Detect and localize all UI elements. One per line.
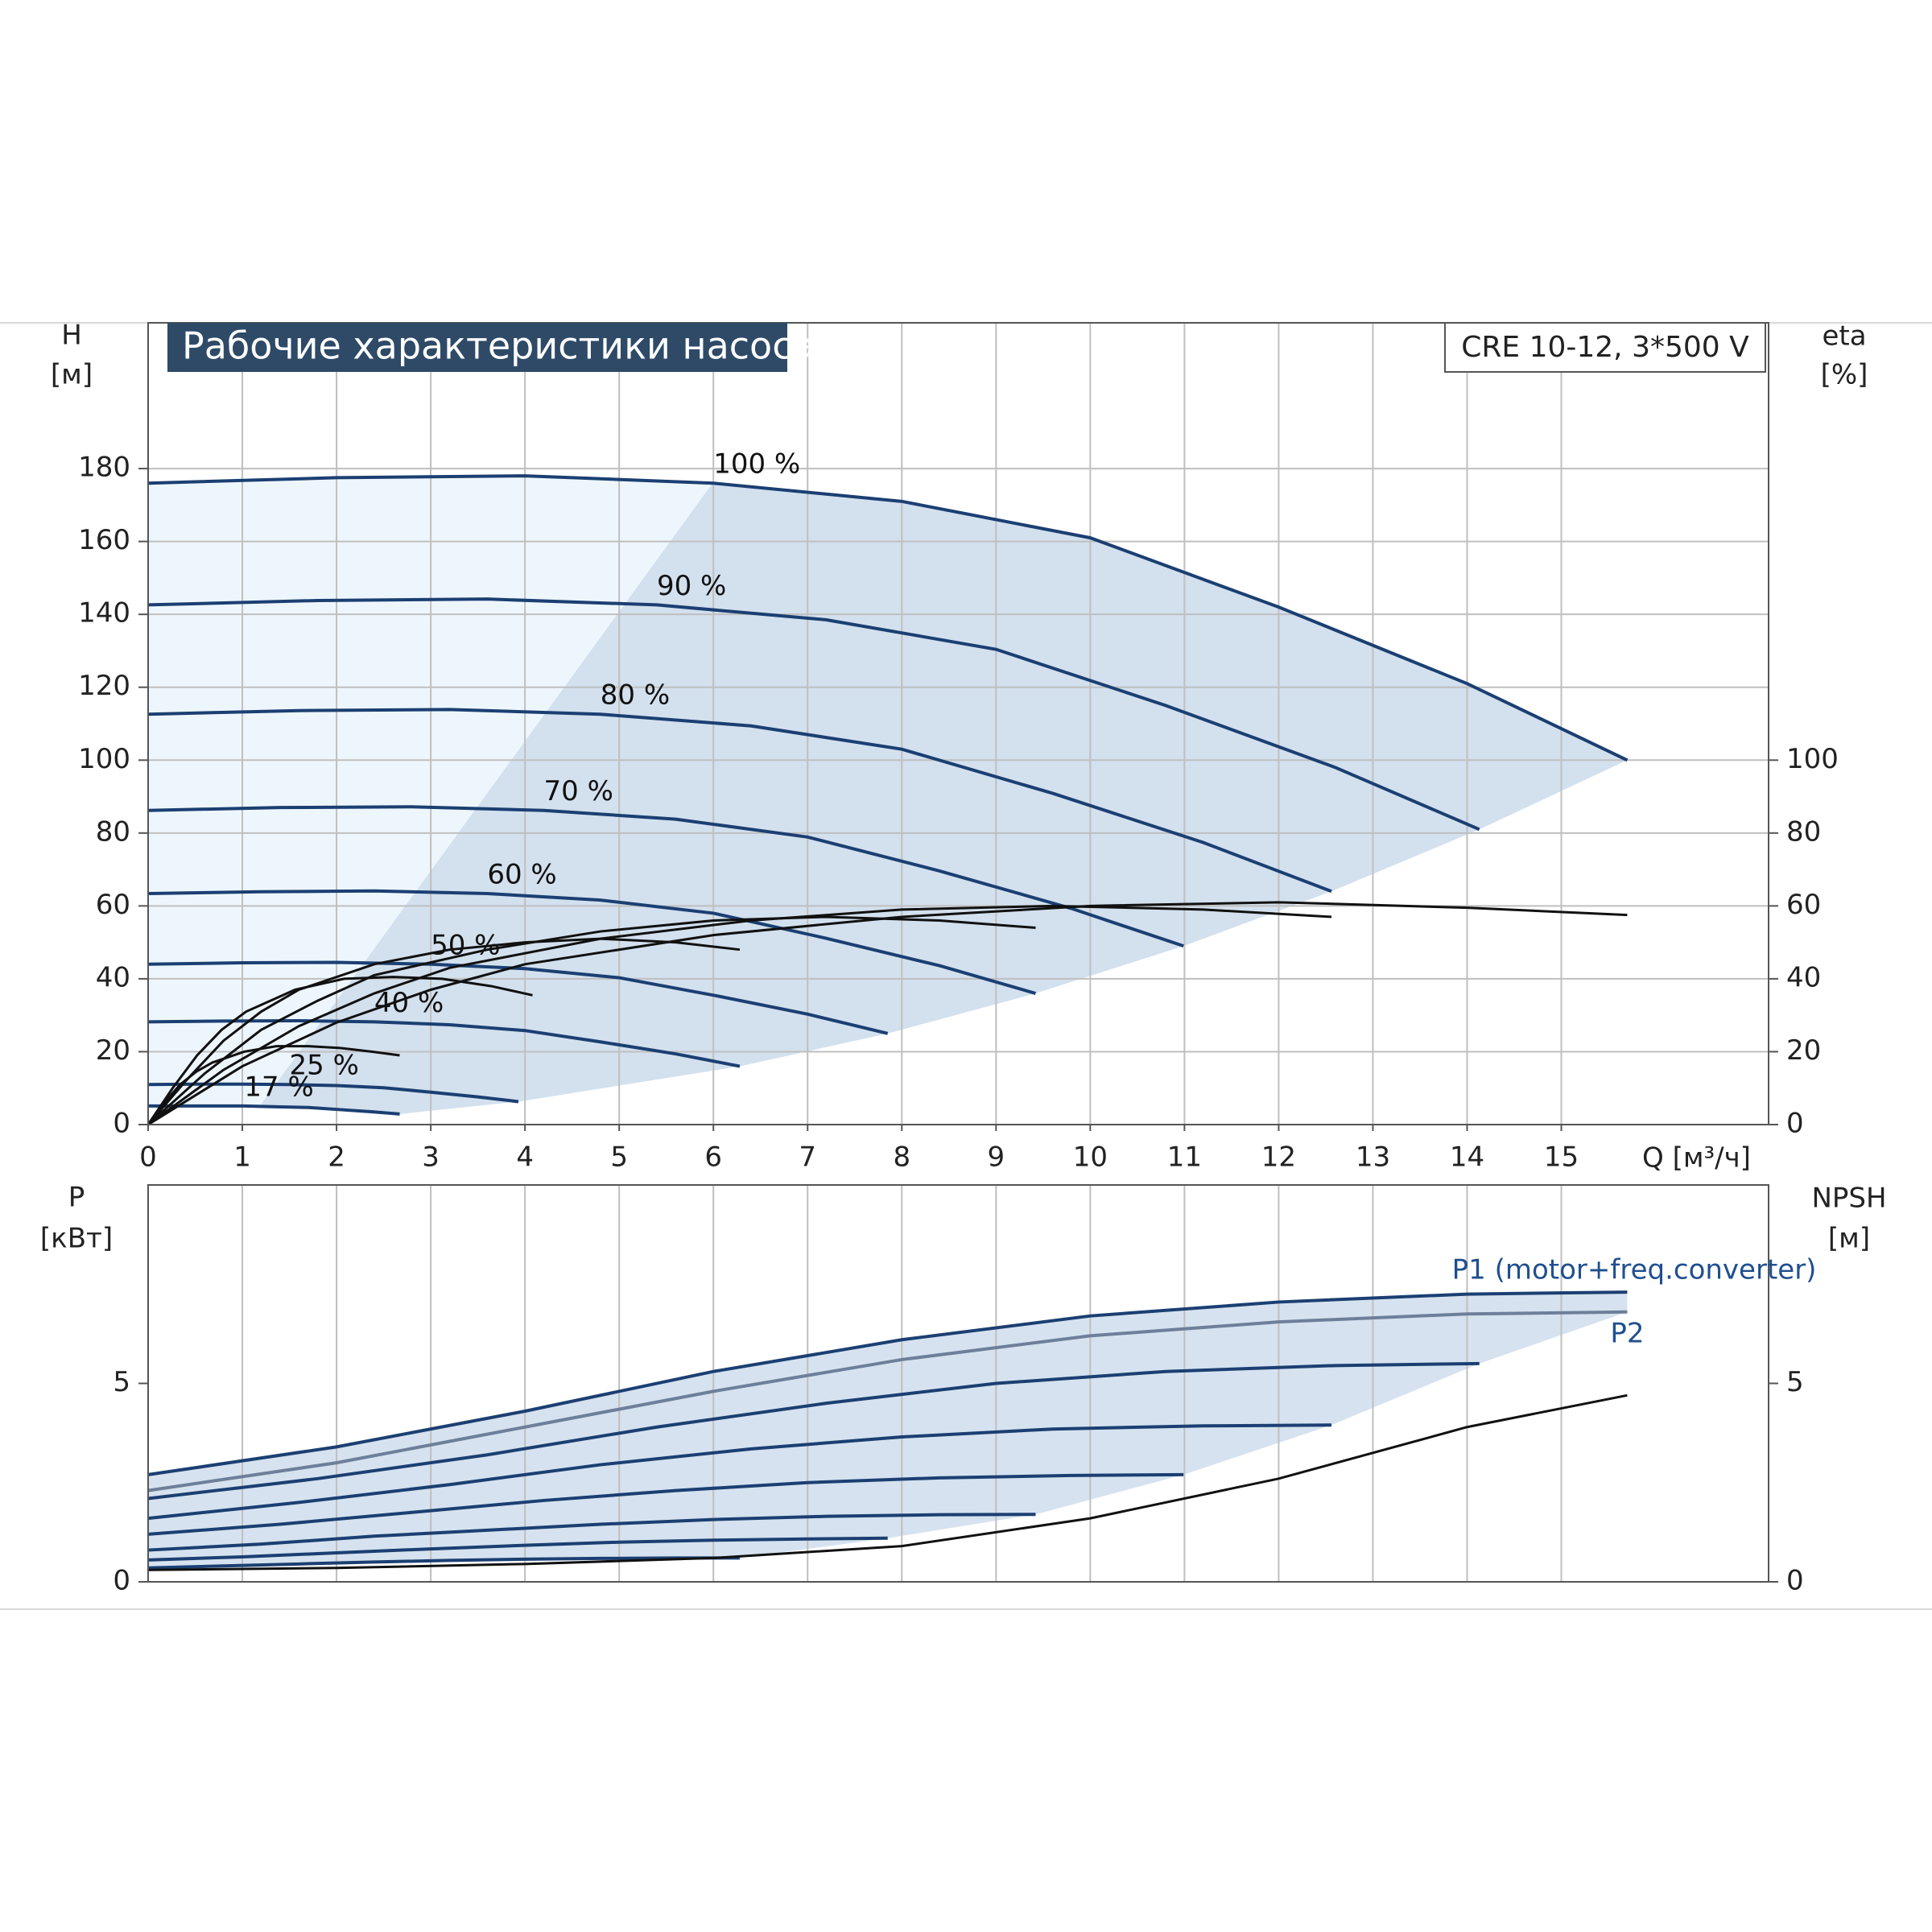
curve-label: 90 % [657,570,726,602]
x-tick-label: 10 [1073,1141,1108,1174]
x-tick-label: 3 [422,1141,440,1174]
head-curve [147,708,1332,894]
y2-tick-label: 5 [1786,1366,1804,1398]
y2-tick-label: 100 [1786,743,1839,775]
x-tick-label: 6 [704,1141,722,1174]
head-curve [148,1104,400,1116]
y-axis-label: P [68,1182,85,1214]
y2-tick-label: 0 [1786,1565,1804,1597]
y-tick-label: 60 [96,889,130,921]
model-box [1444,322,1766,373]
curve-label: 80 % [601,679,670,712]
x-tick-label: 11 [1167,1141,1202,1174]
curve-label: 100 % [713,448,800,481]
y-tick-label: 180 [78,452,130,484]
efficiency-curve [147,1045,400,1125]
y-tick-label: 140 [78,597,130,630]
power-curve [147,1472,1184,1536]
x-tick-label: 15 [1544,1141,1579,1174]
y2-tick-label: 60 [1786,889,1821,921]
x-tick-label: 9 [987,1141,1005,1174]
y-tick-label: 0 [113,1108,130,1140]
y-tick-label: 100 [78,743,130,775]
power-curve [147,1310,1628,1492]
plot-frame [147,1184,1769,1583]
y2-tick-label: 0 [1786,1108,1804,1140]
title-box [167,323,787,372]
efficiency-curve [147,901,1628,1126]
curve-label: P1 (motor+freq.converter) [1452,1254,1817,1286]
curve-label: 40 % [374,987,444,1019]
y2-tick-label: 20 [1786,1034,1821,1067]
x-tick-label: 0 [139,1141,157,1174]
x-tick-label: 2 [328,1141,345,1174]
curve-label: 17 % [244,1071,313,1103]
power-curve [147,1290,1628,1476]
y-tick-label: 5 [113,1366,130,1398]
operating-area [148,1292,1628,1568]
y-axis-label: H [61,320,82,352]
y-axis-unit: [м] [51,359,93,391]
plot-frame [147,322,1769,1125]
power-curve [147,1423,1331,1521]
head-curve [147,1082,519,1104]
x-tick-label: 7 [799,1141,816,1174]
power-curve [147,1536,888,1562]
power-curve [147,1513,1036,1552]
x-tick-label: 12 [1261,1141,1296,1174]
model-label: CRE 10-12, 3*500 V [1461,331,1749,364]
y-tick-label: 40 [96,961,130,993]
y-tick-label: 20 [96,1034,130,1067]
x-tick-label: 8 [893,1141,910,1174]
y-tick-label: 120 [78,670,130,702]
npsh-curve [147,1393,1628,1571]
y-tick-label: 0 [113,1565,130,1597]
head-curve [147,805,1184,948]
y-tick-label: 80 [96,815,130,848]
x-tick-label: 14 [1450,1141,1484,1174]
y2-axis-unit: [м] [1828,1223,1870,1255]
x-tick-label: 5 [610,1141,628,1174]
x-axis-label: Q [м³/ч] [1642,1142,1751,1174]
y-tick-label: 160 [78,524,130,556]
power-curve [147,1556,740,1570]
power-curve [147,1361,1480,1501]
x-tick-label: 13 [1356,1141,1390,1174]
y2-axis-unit: [%] [1821,359,1868,391]
x-tick-label: 4 [516,1141,534,1174]
y-axis-unit: [кВт] [40,1223,113,1255]
y2-tick-label: 80 [1786,815,1821,848]
y2-axis-label: eta [1822,320,1866,353]
curves [147,474,1629,1571]
chart-title: Рабочие характеристики насоса [182,324,815,368]
head-curve [147,889,1037,995]
head-curve [147,597,1480,832]
efficiency-curve [147,915,1036,1126]
head-curve [147,474,1629,762]
y2-axis-label: NPSH [1811,1183,1886,1215]
head-curve [147,960,889,1035]
curve-label: 60 % [487,858,556,890]
curve-label: 50 % [431,929,500,961]
efficiency-curve [147,937,741,1125]
y2-tick-label: 40 [1786,961,1821,993]
curve-label: 70 % [544,775,613,807]
x-tick-label: 1 [233,1141,251,1174]
curve-label: 25 % [290,1050,359,1082]
efficiency-curve [147,976,533,1125]
curve-label: P2 [1610,1317,1644,1349]
